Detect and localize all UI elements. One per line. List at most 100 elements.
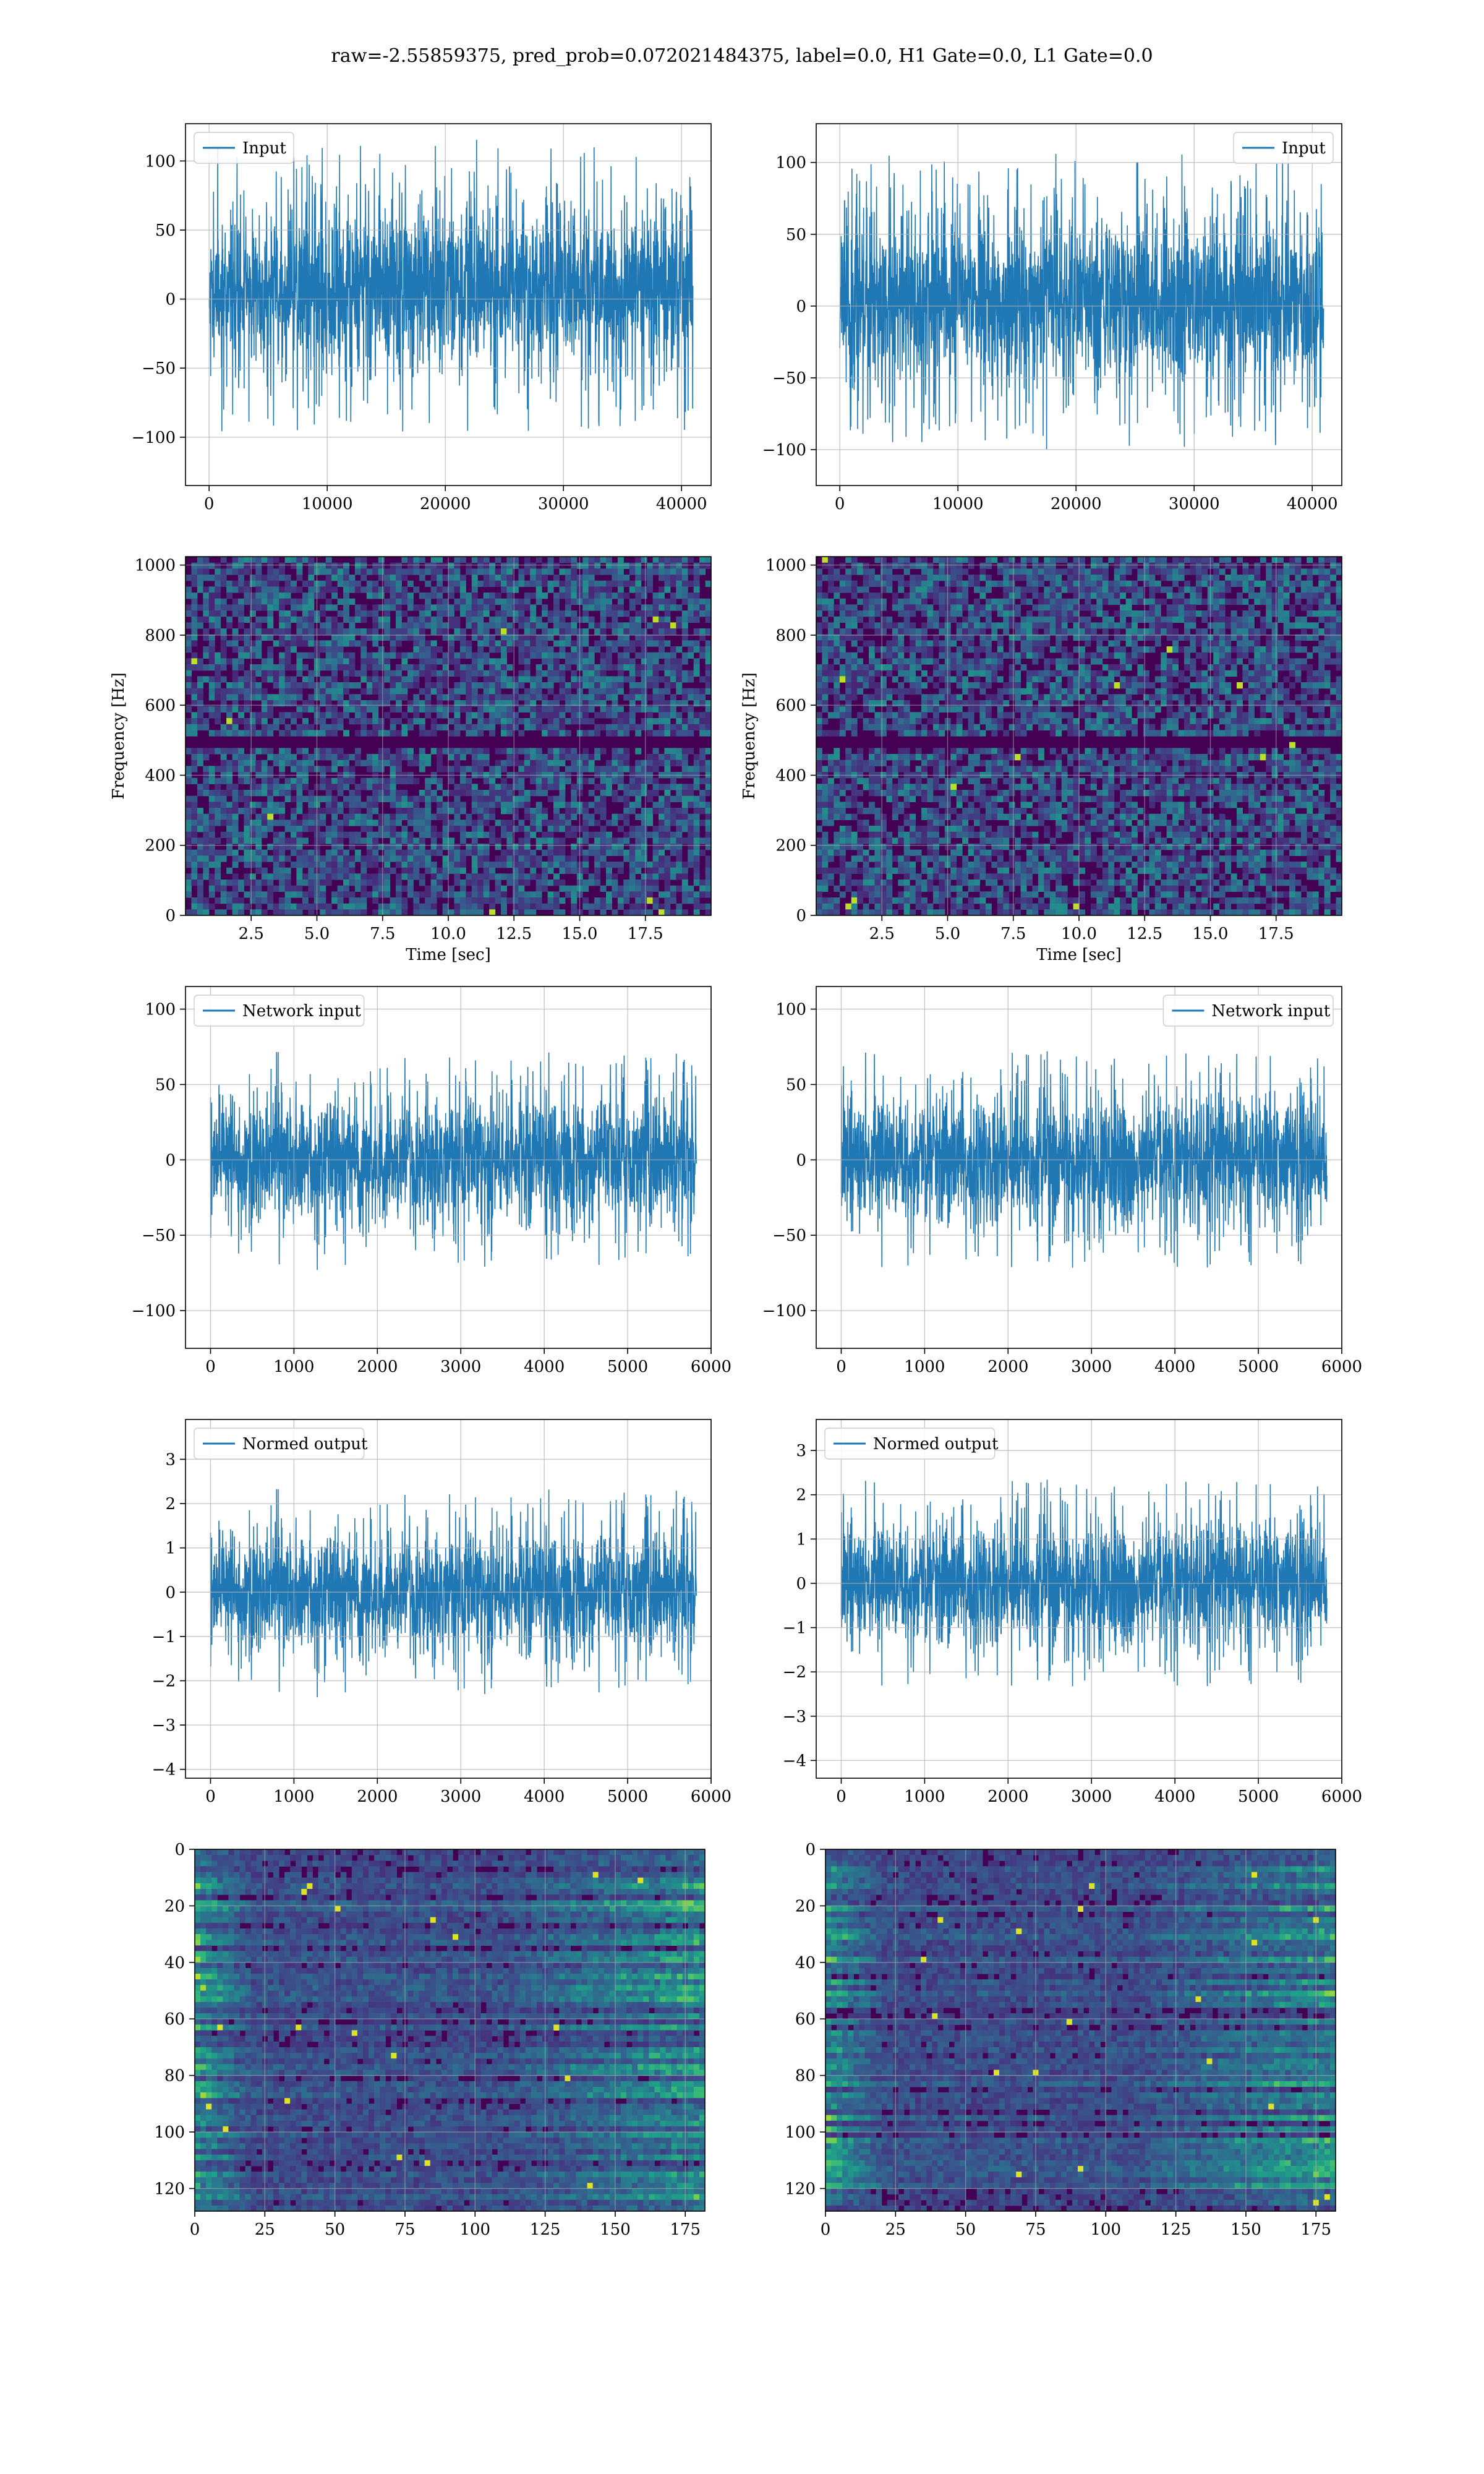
heatmap-cell	[249, 784, 256, 790]
heatmap-cell	[226, 849, 233, 856]
heatmap-cell	[489, 873, 496, 880]
heatmap-cell	[547, 718, 554, 725]
heatmap-cell	[693, 813, 700, 820]
heatmap-cell	[1154, 604, 1161, 611]
heatmap-cell	[448, 562, 454, 569]
heatmap-cell	[652, 885, 659, 892]
heatmap-cell	[448, 808, 454, 815]
heatmap-cell	[588, 849, 595, 856]
heatmap-cell	[384, 604, 391, 611]
heatmap-cell	[366, 862, 373, 868]
heatmap-cell	[279, 754, 286, 761]
heatmap-cell	[1149, 575, 1156, 581]
heatmap-cell	[448, 855, 454, 862]
heatmap-cell	[261, 730, 268, 737]
heatmap-cell	[296, 820, 303, 826]
heatmap-cell	[553, 844, 560, 850]
heatmap-cell	[594, 802, 601, 808]
heatmap-cell	[279, 748, 286, 755]
heatmap-cell	[664, 580, 671, 587]
heatmap-cell	[220, 760, 227, 766]
heatmap-cell	[553, 706, 560, 713]
heatmap-cell	[582, 831, 589, 838]
heatmap-cell	[1248, 593, 1255, 599]
heatmap-cell	[629, 766, 636, 773]
heatmap-cell	[594, 694, 601, 701]
heatmap-cell	[705, 790, 711, 797]
heatmap-cell	[652, 808, 659, 815]
heatmap-cell	[1225, 598, 1232, 605]
heatmap-cell	[629, 616, 636, 623]
heatmap-cell	[244, 670, 250, 677]
heatmap-cell	[617, 670, 624, 677]
heatmap-cell	[483, 849, 490, 856]
heatmap-cell	[1032, 622, 1039, 629]
heatmap-cell	[1061, 586, 1068, 593]
heatmap-cell	[688, 676, 694, 683]
heatmap-cell	[226, 820, 233, 826]
heatmap-cell	[991, 628, 998, 635]
heatmap-cell	[1003, 604, 1010, 611]
heatmap-cell	[430, 622, 437, 629]
heatmap-cell	[320, 831, 326, 838]
heatmap-cell	[296, 891, 303, 898]
heatmap-cell	[670, 622, 676, 629]
heatmap-cell	[466, 909, 472, 915]
heatmap-cell	[612, 712, 618, 719]
heatmap-cell	[191, 849, 198, 856]
heatmap-cell	[623, 575, 630, 581]
heatmap-cell	[495, 622, 501, 629]
heatmap-cell	[664, 826, 671, 833]
heatmap-cell	[337, 580, 344, 587]
heatmap-cell	[419, 849, 425, 856]
heatmap-cell	[349, 670, 356, 677]
heatmap-cell	[308, 694, 315, 701]
heatmap-cell	[320, 873, 326, 880]
heatmap-cell	[664, 885, 671, 892]
heatmap-cell	[378, 724, 385, 730]
heatmap-cell	[302, 622, 309, 629]
heatmap-cell	[553, 664, 560, 671]
heatmap-cell	[974, 610, 980, 617]
heatmap-cell	[261, 616, 268, 623]
heatmap-cell	[588, 813, 595, 820]
heatmap-cell	[390, 586, 396, 593]
series-line	[208, 140, 694, 432]
heatmap-cell	[681, 885, 688, 892]
heatmap-cell	[390, 670, 396, 677]
heatmap-cell	[495, 616, 501, 623]
heatmap-cell	[337, 849, 344, 856]
heatmap-cell	[834, 604, 840, 611]
heatmap-cell	[1190, 634, 1196, 641]
heatmap-cell	[390, 718, 396, 725]
heatmap-cell	[442, 831, 449, 838]
heatmap-cell	[542, 640, 548, 647]
heatmap-cell	[903, 616, 910, 623]
heatmap-cell	[594, 855, 601, 862]
heatmap-cell	[430, 724, 437, 730]
heatmap-cell	[1073, 575, 1080, 581]
heatmap-cell	[477, 903, 484, 910]
heatmap-cell	[419, 688, 425, 695]
heatmap-cell	[623, 610, 630, 617]
x-tick-label: 12.5	[496, 925, 532, 943]
heatmap-cell	[647, 682, 654, 689]
heatmap-cell	[1079, 616, 1085, 623]
heatmap-cell	[699, 837, 706, 844]
heatmap-cell	[1114, 575, 1120, 581]
heatmap-cell	[565, 664, 571, 671]
heatmap-cell	[437, 808, 443, 815]
heatmap-cell	[518, 802, 525, 808]
heatmap-cell	[477, 622, 484, 629]
heatmap-cell	[425, 562, 432, 569]
heatmap-cell	[226, 777, 233, 784]
heatmap-cell	[384, 658, 391, 665]
heatmap-cell	[553, 748, 560, 755]
heatmap-cell	[501, 604, 507, 611]
heatmap-cell	[401, 802, 408, 808]
heatmap-cell	[553, 610, 560, 617]
heatmap-cell	[378, 777, 385, 784]
heatmap-cell	[629, 628, 636, 635]
heatmap-cell	[617, 813, 624, 820]
heatmap-cell	[489, 909, 496, 915]
